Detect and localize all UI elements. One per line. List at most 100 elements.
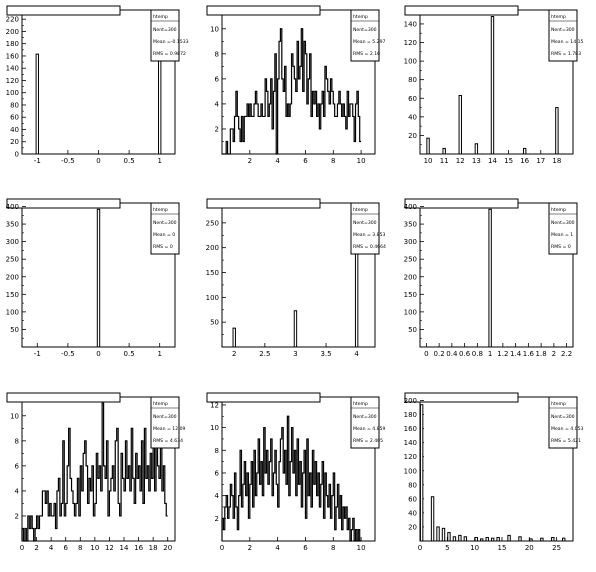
y-tick-label: 250 — [206, 219, 219, 227]
x-tick-label: 17 — [536, 157, 545, 165]
stats-rms: RMS = 0 — [551, 244, 571, 250]
y-tick-label: 10 — [10, 412, 19, 420]
y-tick-label: 100 — [6, 308, 19, 316]
y-tick-label: 140 — [6, 65, 19, 73]
x-tick-label: -1 — [34, 350, 41, 358]
x-tick-label: 0.4 — [446, 350, 458, 358]
y-tick-label: 8 — [215, 50, 219, 58]
histogram-bar — [562, 537, 566, 542]
stats-box — [350, 396, 380, 449]
stats-rms: RMS = 4.634 — [153, 438, 183, 444]
x-tick-label: 2 — [248, 157, 252, 165]
x-tick-label: 4 — [49, 544, 54, 552]
y-tick-label: 20 — [408, 523, 417, 531]
y-tick-label: 200 — [404, 397, 417, 405]
histogram-bar — [436, 526, 440, 542]
y-tick-label: 150 — [206, 269, 219, 277]
stats-entries: Nent=300 — [153, 414, 177, 420]
stats-box — [548, 9, 578, 62]
x-tick-label: 2 — [552, 350, 556, 358]
histogram-bar — [518, 536, 522, 542]
y-tick-label: 100 — [404, 58, 417, 66]
x-tick-label: 6 — [63, 544, 68, 552]
x-tick-label: 10 — [90, 544, 99, 552]
histogram-bar — [551, 536, 555, 542]
y-tick-label: 50 — [210, 319, 219, 327]
y-tick-label: 400 — [404, 203, 417, 211]
stats-mean: Mean = 0 — [153, 232, 175, 238]
y-tick-label: 20 — [10, 138, 19, 146]
y-tick-label: 60 — [10, 114, 19, 122]
stats-entries: Nent=300 — [551, 414, 575, 420]
histogram-bar — [442, 147, 446, 155]
title-box — [206, 392, 321, 403]
stats-name: htemp — [551, 401, 566, 407]
x-tick-label: 8 — [331, 157, 335, 165]
y-tick-label: 10 — [210, 25, 219, 33]
stats-name: htemp — [153, 14, 168, 20]
y-tick-label: 60 — [408, 95, 417, 103]
x-tick-label: 0.2 — [434, 350, 445, 358]
histogram-bar — [474, 143, 479, 155]
y-tick-label: 8 — [15, 437, 19, 445]
stats-mean: Mean = 1 — [551, 232, 573, 238]
histogram-line — [221, 415, 362, 542]
y-tick-label: 4 — [15, 487, 20, 495]
histogram-bar — [458, 94, 462, 155]
title-box — [206, 198, 321, 209]
y-tick-label: 140 — [404, 439, 417, 447]
x-tick-label: 13 — [472, 157, 481, 165]
histogram-panel: 50 100 150 200 250 300 350 400 -1 -0.5 0 0.5 1 htemp N… — [6, 198, 180, 358]
stats-mean: Mean = 12.09 — [153, 426, 186, 432]
histogram-bar — [540, 537, 544, 542]
title-box — [206, 5, 321, 16]
stats-name: htemp — [551, 14, 566, 20]
x-tick-label: 0 — [96, 157, 100, 165]
y-tick-label: 120 — [404, 39, 417, 47]
y-tick-label: 100 — [404, 467, 417, 475]
stats-entries: Nent=300 — [353, 414, 377, 420]
histogram-panel: 20 40 60 80 100 120 140 10 11 12 13 14 15 16 17 18 htemp… — [404, 5, 584, 165]
x-tick-label: 0 — [424, 350, 428, 358]
histogram-panel: 2 4 6 8 10 2 4 6 8 10 htemp Nent=300 Mean = 5.297 RMS… — [206, 5, 386, 165]
y-tick-label: 6 — [215, 75, 220, 83]
y-tick-label: 220 — [6, 16, 19, 24]
y-tick-label: 180 — [6, 40, 19, 48]
y-tick-label: 10 — [210, 424, 219, 432]
y-tick-label: 80 — [408, 481, 417, 489]
y-tick-label: 100 — [6, 89, 19, 97]
stats-box — [150, 202, 180, 255]
stats-mean: Mean = 4.859 — [353, 426, 386, 432]
x-tick-label: 0.8 — [472, 350, 483, 358]
stats-rms: RMS = 2.16 — [353, 51, 380, 57]
stats-mean: Mean = 3.853 — [353, 232, 386, 238]
x-tick-label: 0.5 — [124, 350, 135, 358]
x-tick-label: -0.5 — [61, 350, 75, 358]
x-tick-label: 18 — [552, 157, 561, 165]
x-tick-label: 1.6 — [523, 350, 535, 358]
y-tick-label: 120 — [6, 77, 19, 85]
y-tick-label: 250 — [6, 256, 19, 264]
y-tick-label: 2 — [215, 515, 219, 523]
x-tick-label: 25 — [552, 544, 561, 552]
histogram-bar — [441, 527, 446, 542]
x-tick-label: 0 — [220, 544, 224, 552]
stats-name: htemp — [353, 207, 368, 213]
stats-entries: Nent=300 — [551, 220, 575, 226]
x-tick-label: 20 — [163, 544, 172, 552]
y-tick-label: 8 — [215, 447, 219, 455]
y-tick-label: 200 — [206, 244, 219, 252]
histogram-panel: 50 100 150 200 250 2 2.5 3 3.5 4 htemp Nent=300 Mean… — [206, 198, 386, 358]
stats-name: htemp — [551, 207, 566, 213]
y-tick-label: 12 — [210, 401, 219, 409]
histogram-bar — [490, 16, 495, 155]
histogram-panel: 50 100 150 200 250 300 350 400 0 0.2 0.4 0.6 0.8 1 1.2… — [404, 198, 578, 358]
stats-mean: Mean = 4.053 — [551, 426, 584, 432]
y-tick-label: 4 — [215, 100, 220, 108]
y-tick-label: 350 — [6, 221, 19, 229]
stats-entries: Nent=300 — [353, 27, 377, 33]
x-tick-label: 14 — [488, 157, 497, 165]
y-tick-label: 20 — [408, 132, 417, 140]
histogram-panel: 2 4 6 8 10 12 0 2 4 6 8 10 htemp Nent=300 Mean = 4.859… — [206, 392, 386, 552]
title-box — [6, 5, 121, 16]
